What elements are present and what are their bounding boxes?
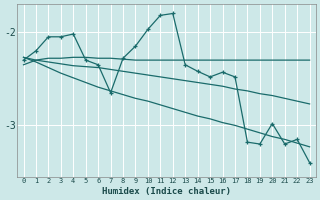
X-axis label: Humidex (Indice chaleur): Humidex (Indice chaleur) <box>102 187 231 196</box>
